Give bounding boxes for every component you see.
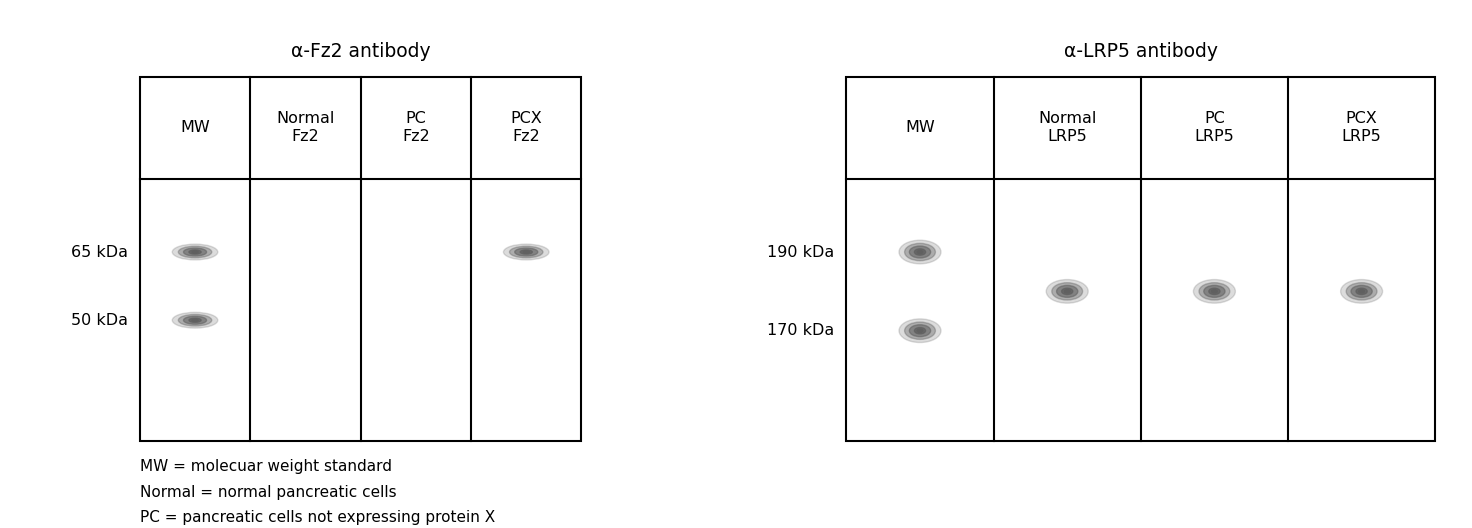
Text: Normal = normal pancreatic cells: Normal = normal pancreatic cells (140, 485, 396, 499)
Ellipse shape (178, 315, 212, 326)
Text: 65 kDa: 65 kDa (71, 244, 128, 260)
Ellipse shape (1200, 282, 1229, 300)
Ellipse shape (910, 246, 930, 258)
Bar (140, 77, 581, 441)
Ellipse shape (1341, 279, 1382, 303)
Text: PC = pancreatic cells not expressing protein X: PC = pancreatic cells not expressing pro… (140, 510, 495, 525)
Ellipse shape (523, 251, 530, 253)
Text: PC
Fz2: PC Fz2 (402, 111, 430, 144)
Ellipse shape (1347, 282, 1376, 300)
Ellipse shape (1204, 285, 1225, 297)
Ellipse shape (905, 243, 935, 261)
Ellipse shape (1211, 290, 1217, 293)
Ellipse shape (1356, 288, 1367, 295)
Ellipse shape (188, 250, 202, 254)
Ellipse shape (172, 244, 218, 260)
Ellipse shape (910, 325, 930, 337)
Ellipse shape (520, 250, 533, 254)
Text: α-LRP5 antibody: α-LRP5 antibody (1064, 42, 1217, 61)
Text: MW: MW (905, 120, 935, 135)
Ellipse shape (1209, 288, 1220, 295)
Text: 170 kDa: 170 kDa (767, 323, 835, 338)
Ellipse shape (1061, 288, 1073, 295)
Ellipse shape (503, 244, 549, 260)
Text: MW: MW (180, 120, 210, 135)
Text: Normal
Fz2: Normal Fz2 (277, 111, 334, 144)
Ellipse shape (905, 322, 935, 340)
Text: PC
LRP5: PC LRP5 (1194, 111, 1235, 144)
Text: PCX
LRP5: PCX LRP5 (1341, 111, 1382, 144)
Ellipse shape (899, 319, 941, 343)
Text: MW = molecuar weight standard: MW = molecuar weight standard (140, 459, 392, 474)
Ellipse shape (172, 313, 218, 328)
Ellipse shape (191, 319, 199, 321)
Ellipse shape (184, 316, 206, 324)
Ellipse shape (1052, 282, 1082, 300)
Ellipse shape (191, 251, 199, 253)
Bar (846, 77, 1435, 441)
Text: 50 kDa: 50 kDa (71, 313, 128, 328)
Ellipse shape (1057, 285, 1078, 297)
Ellipse shape (178, 246, 212, 258)
Ellipse shape (914, 327, 926, 334)
Text: Normal
LRP5: Normal LRP5 (1038, 111, 1097, 144)
Ellipse shape (188, 318, 202, 322)
Ellipse shape (917, 329, 923, 332)
Ellipse shape (914, 249, 926, 255)
Text: PCX
Fz2: PCX Fz2 (511, 111, 542, 144)
Ellipse shape (1194, 279, 1235, 303)
Text: α-Fz2 antibody: α-Fz2 antibody (291, 42, 430, 61)
Ellipse shape (1047, 279, 1088, 303)
Ellipse shape (1351, 285, 1372, 297)
Ellipse shape (515, 248, 537, 256)
Text: 190 kDa: 190 kDa (767, 244, 835, 260)
Ellipse shape (1064, 290, 1070, 293)
Ellipse shape (509, 246, 543, 258)
Ellipse shape (899, 240, 941, 264)
Ellipse shape (184, 248, 206, 256)
Ellipse shape (917, 250, 923, 253)
Ellipse shape (1359, 290, 1365, 293)
